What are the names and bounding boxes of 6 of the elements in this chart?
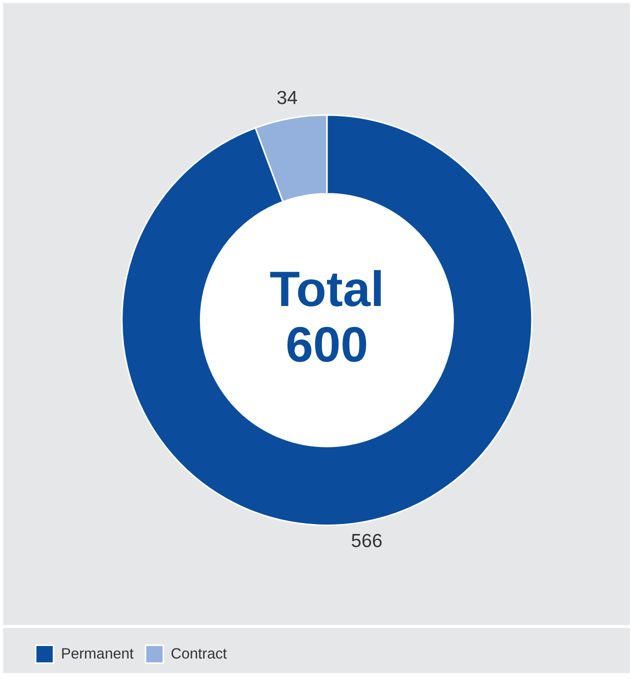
text: Total — [270, 262, 384, 318]
legend-label: Contract — [170, 646, 228, 662]
data-label: 566 — [351, 530, 382, 551]
text: 600 — [286, 318, 368, 373]
data-label: 34 — [276, 86, 298, 108]
legend-label: Permanent — [60, 646, 134, 662]
